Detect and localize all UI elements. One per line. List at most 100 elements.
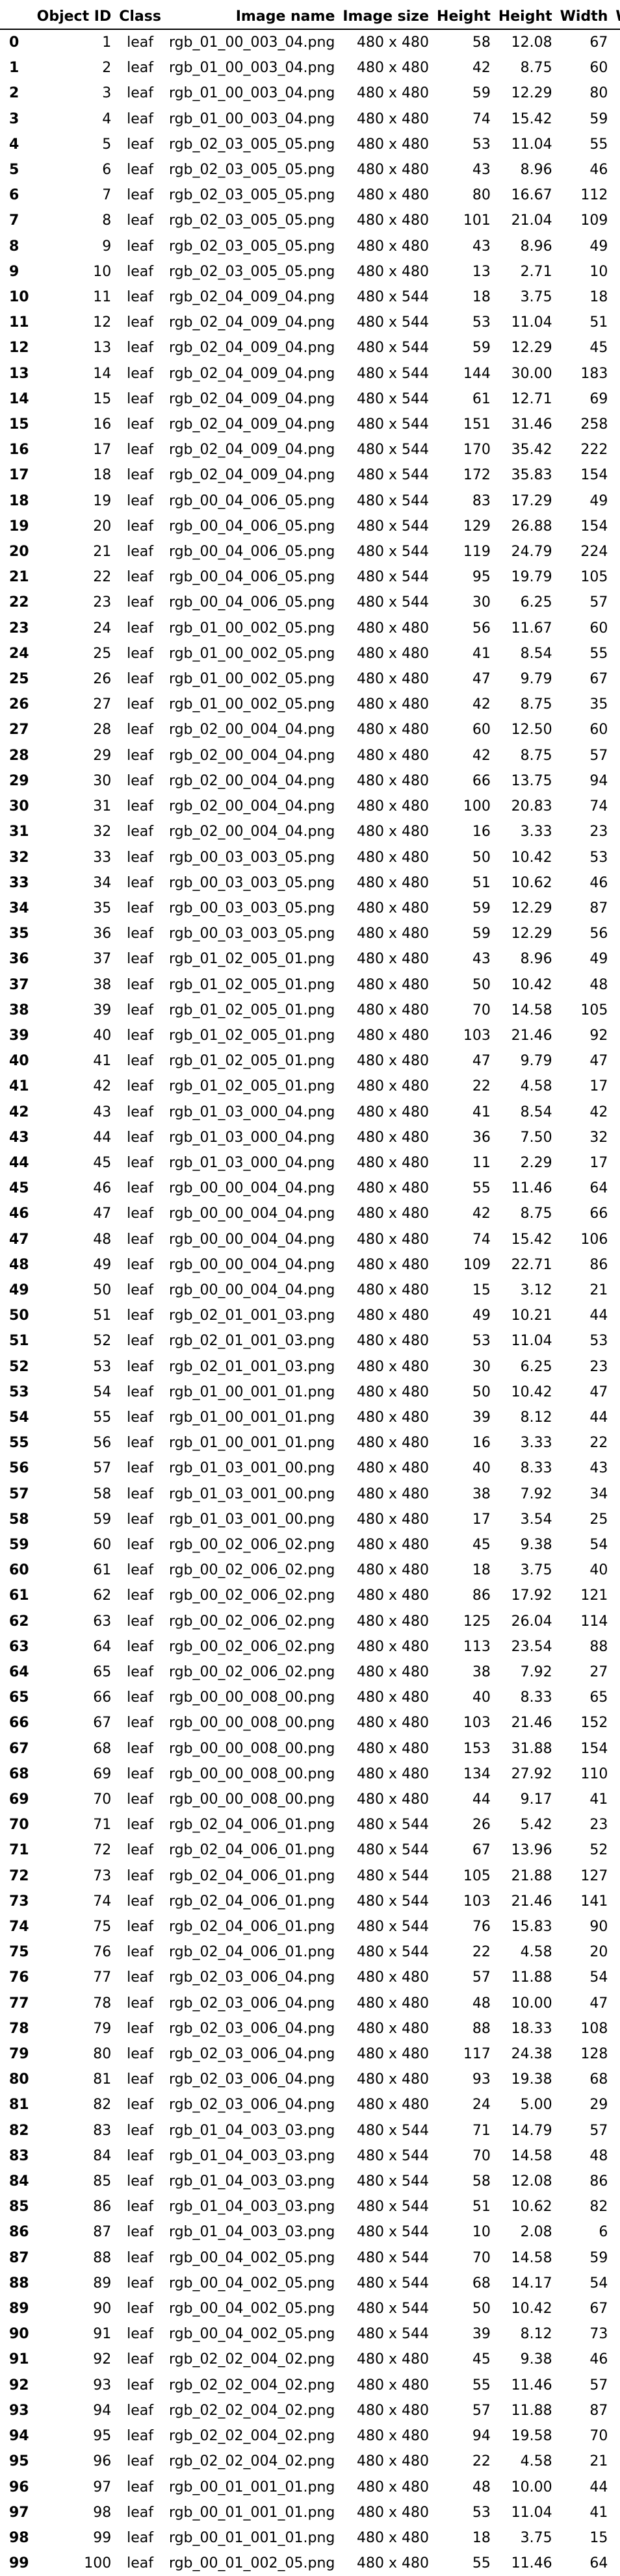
table-cell: leaf — [127, 263, 153, 280]
table-cell: rgb_01_03_001_00.png — [168, 1460, 335, 1477]
table-cell: rgb_00_00_004_04.png — [168, 1180, 335, 1197]
table-cell: 44 — [472, 1791, 491, 1808]
table-cell: 9.79 — [612, 1380, 620, 1405]
row-index: 92 — [9, 2377, 29, 2393]
table-cell: rgb_01_00_003_04.png — [168, 85, 335, 102]
table-cell: rgb_01_02_005_01.png — [168, 976, 335, 993]
table-cell: 21 — [589, 1282, 608, 1298]
table-cell: rgb_02_04_009_04.png — [168, 442, 335, 459]
table-cell: 480 x 480 — [357, 1791, 430, 1808]
table-cell: 60 — [589, 60, 608, 77]
table-cell: rgb_00_04_002_05.png — [168, 2275, 335, 2292]
table-cell: 53 — [589, 849, 608, 866]
table-cell: 9.17 — [612, 1303, 620, 1328]
table-cell: rgb_00_04_006_05.png — [168, 492, 335, 509]
table-cell: leaf — [127, 696, 153, 713]
table-row: 33 34 leaf rgb_00_03_003_05.png 480 x 480 51 1… — [0, 870, 620, 896]
table-cell: 12.50 — [612, 55, 620, 81]
table-row: 76 77 leaf rgb_02_03_006_04.png 480 x 480 57 1… — [0, 1965, 620, 1990]
table-cell: 113 — [463, 1638, 491, 1655]
table-cell: 16.54 — [612, 1914, 620, 1939]
table-cell: 8.33 — [520, 1689, 552, 1706]
table-cell: rgb_02_04_006_01.png — [168, 1817, 335, 1834]
table-cell: 17 — [93, 442, 112, 459]
table-cell: 50 — [472, 2301, 491, 2317]
row-index: 32 — [9, 849, 29, 866]
table-row: 8 9 leaf rgb_02_03_005_05.png 480 x 480 43 8.9… — [0, 234, 620, 259]
table-cell: 480 x 480 — [357, 2504, 430, 2521]
table-cell: 11.25 — [612, 1532, 620, 1558]
table-cell: 15 — [472, 1282, 491, 1298]
table-cell: 57 — [589, 747, 608, 764]
table-cell: 27 — [93, 696, 112, 713]
table-cell: 80 — [472, 187, 491, 204]
table-row: 38 39 leaf rgb_01_02_005_01.png 480 x 480 70 1… — [0, 998, 620, 1023]
table-cell: leaf — [127, 467, 153, 484]
table-cell: 57 — [589, 594, 608, 611]
table-row: 88 89 leaf rgb_00_04_002_05.png 480 x 544 68 1… — [0, 2271, 620, 2296]
table-cell: 58 — [93, 1485, 112, 1502]
table-cell: 10.00 — [612, 972, 620, 998]
table-cell: 12.29 — [511, 340, 552, 357]
table-cell: rgb_00_04_006_05.png — [168, 518, 335, 535]
table-cell: 92 — [589, 1027, 608, 1044]
table-cell: 48 — [589, 2147, 608, 2164]
table-cell: rgb_02_03_006_04.png — [168, 2097, 335, 2114]
table-cell: 56 — [93, 1435, 112, 1452]
table-cell: 480 x 480 — [357, 187, 430, 204]
table-cell: 50 — [93, 1282, 112, 1298]
table-cell: 49 — [93, 1256, 112, 1273]
table-cell: 46 — [589, 874, 608, 891]
table-cell: rgb_02_03_006_04.png — [168, 2020, 335, 2037]
table-cell: leaf — [127, 2020, 153, 2037]
column-header: Object ID — [32, 5, 116, 30]
table-cell: rgb_01_04_003_03.png — [168, 2122, 335, 2139]
table-cell: 90 — [93, 2301, 112, 2317]
table-cell: 13.33 — [612, 2551, 620, 2576]
table-cell: 480 x 480 — [357, 34, 430, 51]
table-cell: 87 — [93, 2224, 112, 2241]
row-index: 31 — [9, 824, 29, 840]
table-row: 90 91 leaf rgb_00_04_002_05.png 480 x 544 39 8… — [0, 2321, 620, 2347]
table-cell: rgb_00_02_006_02.png — [168, 1536, 335, 1553]
row-index: 45 — [9, 1180, 29, 1197]
table-cell: 11 — [93, 289, 112, 306]
table-cell: 11.46 — [511, 1180, 552, 1197]
table-cell: 27 — [589, 1664, 608, 1680]
table-cell: 76 — [472, 1919, 491, 1936]
table-cell: 17.92 — [511, 1587, 552, 1604]
row-index: 34 — [9, 900, 29, 916]
table-cell: 480 x 480 — [357, 1307, 430, 1324]
table-cell: 26 — [472, 1817, 491, 1834]
table-cell: 18.33 — [612, 1634, 620, 1660]
row-index: 59 — [9, 1536, 29, 1553]
table-cell: 154 — [580, 1740, 608, 1757]
table-cell: 480 x 480 — [357, 1282, 430, 1298]
table-cell: leaf — [127, 1409, 153, 1426]
table-cell: 18.12 — [612, 2398, 620, 2423]
table-cell: 43 — [589, 1460, 608, 1477]
table-cell: 11.04 — [511, 314, 552, 331]
table-cell: 8.54 — [612, 2500, 620, 2525]
table-cell: 4.23 — [612, 1812, 620, 1837]
table-cell: rgb_01_02_005_01.png — [168, 1053, 335, 1070]
table-cell: 13.42 — [612, 2321, 620, 2347]
table-cell: 480 x 480 — [357, 1969, 430, 1986]
table-cell: 480 x 480 — [357, 2046, 430, 2063]
table-cell: 14.79 — [511, 2122, 552, 2139]
table-cell: 18 — [472, 289, 491, 306]
table-row: 30 31 leaf rgb_02_00_004_04.png 480 x 480 100… — [0, 794, 620, 819]
table-row: 35 36 leaf rgb_00_03_003_05.png 480 x 480 59 1… — [0, 921, 620, 946]
table-cell: 93 — [472, 2071, 491, 2088]
table-cell: 59 — [472, 900, 491, 916]
row-index: 39 — [9, 1027, 29, 1044]
table-row: 42 43 leaf rgb_01_03_000_04.png 480 x 480 41 8… — [0, 1100, 620, 1125]
table-cell: 3 — [102, 85, 112, 102]
table-cell: 480 x 480 — [357, 1231, 430, 1248]
row-index: 90 — [9, 2326, 29, 2343]
table-cell: 15.83 — [511, 1919, 552, 1936]
table-cell: rgb_02_03_005_05.png — [168, 187, 335, 204]
table-cell: 8.96 — [520, 162, 552, 179]
row-index: 43 — [9, 1129, 29, 1146]
table-cell: 99 — [93, 2529, 112, 2546]
